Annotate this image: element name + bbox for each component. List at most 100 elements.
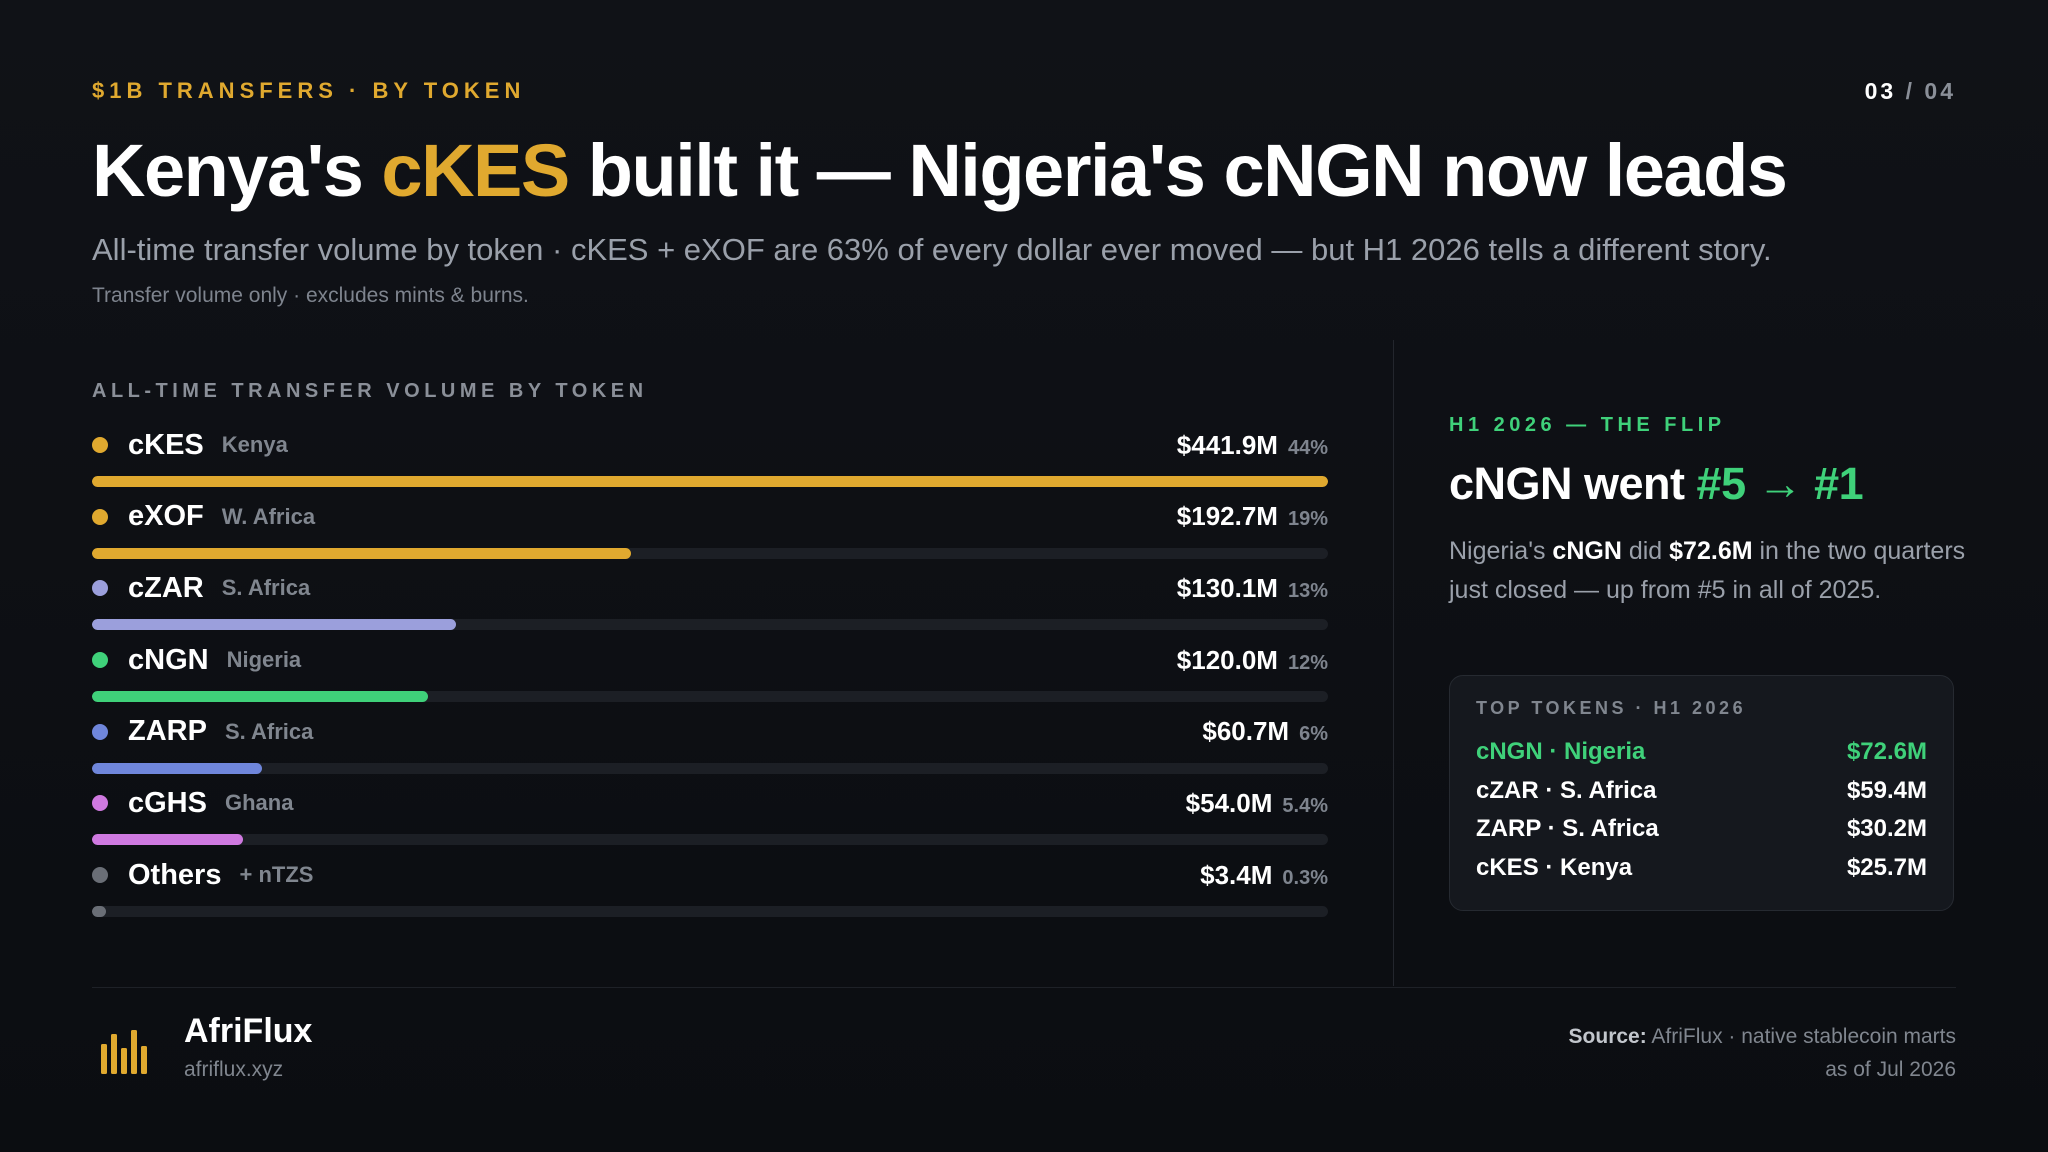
chart-title: ALL-TIME TRANSFER VOLUME BY TOKEN xyxy=(92,380,648,402)
token-label: ZARP xyxy=(128,715,207,748)
title-post: built it — Nigeria's cNGN now leads xyxy=(568,129,1788,212)
bar-row: ZARP S. Africa $60.7M 6% xyxy=(92,712,1328,784)
methodology-note: Transfer volume only · excludes mints & … xyxy=(92,284,529,307)
flip-eyebrow: H1 2026 — THE FLIP xyxy=(1449,414,1726,436)
legend-dot-icon xyxy=(92,652,108,669)
value-label: $120.0M xyxy=(1176,644,1278,675)
region-label: W. Africa xyxy=(221,503,316,529)
source-text: AfriFlux · native stablecoin marts xyxy=(1646,1025,1956,1048)
page-total: 04 xyxy=(1924,78,1956,104)
bar-row-header: cZAR S. Africa $130.1M 13% xyxy=(92,568,1328,608)
flip-description: Nigeria's cNGN did $72.6M in the two qua… xyxy=(1449,532,1969,610)
page-title: Kenya's cKES built it — Nigeria's cNGN n… xyxy=(92,128,1788,213)
page-indicator: 03 / 04 xyxy=(1865,78,1956,105)
bar-values: $130.1M 13% xyxy=(1177,573,1328,604)
bar-track xyxy=(92,906,1328,918)
bar-row: eXOF W. Africa $192.7M 19% xyxy=(92,497,1328,569)
bar-row-header: cGHS Ghana $54.0M 5.4% xyxy=(92,783,1328,823)
bar-fill xyxy=(92,906,106,918)
top-token-row: cZAR · S. Africa $59.4M xyxy=(1476,772,1927,811)
brand-url[interactable]: afriflux.xyz xyxy=(184,1058,284,1081)
legend-dot-icon xyxy=(92,508,108,525)
bar-row: cKES Kenya $441.9M 44% xyxy=(92,425,1328,497)
region-label: Kenya xyxy=(221,432,288,457)
value-label: $441.9M xyxy=(1176,429,1278,460)
bar-fill xyxy=(92,834,244,846)
flip-body-amount: $72.6M xyxy=(1669,537,1753,565)
bar-values: $192.7M 19% xyxy=(1177,501,1328,532)
bar-row-header: cKES Kenya $441.9M 44% xyxy=(92,425,1328,465)
top-token-row: cKES · Kenya $25.7M xyxy=(1476,849,1927,888)
bar-row-header: ZARP S. Africa $60.7M 6% xyxy=(92,712,1328,752)
value-label: $130.1M xyxy=(1176,572,1278,603)
bar-chart-logo-icon xyxy=(101,1030,147,1074)
flip-body-token: cNGN xyxy=(1552,537,1622,565)
token-label: cKES xyxy=(128,428,204,461)
share-label: 13% xyxy=(1287,579,1328,602)
source-line: Source: AfriFlux · native stablecoin mar… xyxy=(1569,1020,1956,1053)
bar-values: $60.7M 6% xyxy=(1202,716,1328,747)
brand-name: AfriFlux xyxy=(184,1012,313,1050)
value-label: $3.4M xyxy=(1200,859,1273,890)
bar-track xyxy=(92,834,1328,846)
top-token-value: $25.7M xyxy=(1846,853,1927,881)
bar-row-header: Others + nTZS $3.4M 0.3% xyxy=(92,855,1328,895)
share-label: 12% xyxy=(1287,651,1328,674)
token-label: eXOF xyxy=(128,500,204,533)
legend-dot-icon xyxy=(92,867,108,884)
top-token-label: cZAR · S. Africa xyxy=(1476,776,1657,804)
flip-title-pre: cNGN went xyxy=(1449,458,1697,509)
legend-dot-icon xyxy=(92,795,108,812)
bar-fill xyxy=(92,619,456,631)
token-label: Others xyxy=(128,858,222,891)
bar-values: $441.9M 44% xyxy=(1177,430,1328,461)
bar-row: Others + nTZS $3.4M 0.3% xyxy=(92,855,1328,927)
flip-title-highlight: #5 → #1 xyxy=(1696,458,1864,509)
share-label: 19% xyxy=(1287,508,1328,531)
bar-track xyxy=(92,547,1328,559)
bar-values: $54.0M 5.4% xyxy=(1186,788,1328,819)
region-label: Nigeria xyxy=(226,647,302,673)
flip-title: cNGN went #5 → #1 xyxy=(1449,458,1864,510)
bar-values: $120.0M 12% xyxy=(1177,645,1328,676)
top-token-value: $72.6M xyxy=(1846,738,1927,766)
source-note: Source: AfriFlux · native stablecoin mar… xyxy=(1569,1020,1956,1086)
eyebrow-label: $1B TRANSFERS · BY TOKEN xyxy=(92,78,526,103)
page-separator: / xyxy=(1905,78,1916,104)
bar-row: cNGN Nigeria $120.0M 12% xyxy=(92,640,1328,712)
top-token-value: $30.2M xyxy=(1846,815,1927,843)
share-label: 6% xyxy=(1299,723,1328,746)
legend-dot-icon xyxy=(92,580,108,597)
token-label: cGHS xyxy=(128,786,207,819)
legend-dot-icon xyxy=(92,723,108,740)
bar-fill xyxy=(92,691,428,703)
page-subtitle: All-time transfer volume by token · cKES… xyxy=(92,232,1772,267)
token-label: cNGN xyxy=(128,643,209,676)
title-highlight: cKES xyxy=(381,129,570,212)
bar-fill xyxy=(92,476,1328,487)
share-label: 0.3% xyxy=(1282,866,1328,889)
flip-body-part: did xyxy=(1621,537,1670,565)
bar-fill xyxy=(92,762,262,774)
bar-list: cKES Kenya $441.9M 44% eXOF W. Africa $192.7M 1… xyxy=(92,425,1328,927)
value-label: $192.7M xyxy=(1176,501,1278,532)
legend-dot-icon xyxy=(92,437,108,453)
top-token-value: $59.4M xyxy=(1846,776,1927,804)
source-date: as of Jul 2026 xyxy=(1825,1058,1956,1081)
flip-body-part: in the two quarters just closed — up fro… xyxy=(1449,537,1966,604)
bar-row-header: eXOF W. Africa $192.7M 19% xyxy=(92,497,1328,537)
flip-body-part: Nigeria's xyxy=(1449,537,1553,565)
top-token-label: ZARP · S. Africa xyxy=(1476,815,1659,843)
value-label: $54.0M xyxy=(1185,787,1273,818)
region-label: S. Africa xyxy=(224,718,314,744)
transfer-volume-chart: ALL-TIME TRANSFER VOLUME BY TOKEN cKES Ke… xyxy=(92,380,1328,927)
token-label: cZAR xyxy=(128,571,204,604)
bar-track xyxy=(92,762,1328,774)
region-label: S. Africa xyxy=(221,575,311,601)
title-pre: Kenya's xyxy=(92,129,382,212)
share-label: 44% xyxy=(1287,436,1328,459)
region-label: Ghana xyxy=(224,790,294,816)
bar-track xyxy=(92,691,1328,703)
bar-fill xyxy=(92,547,631,559)
bar-row: cGHS Ghana $54.0M 5.4% xyxy=(92,783,1328,855)
